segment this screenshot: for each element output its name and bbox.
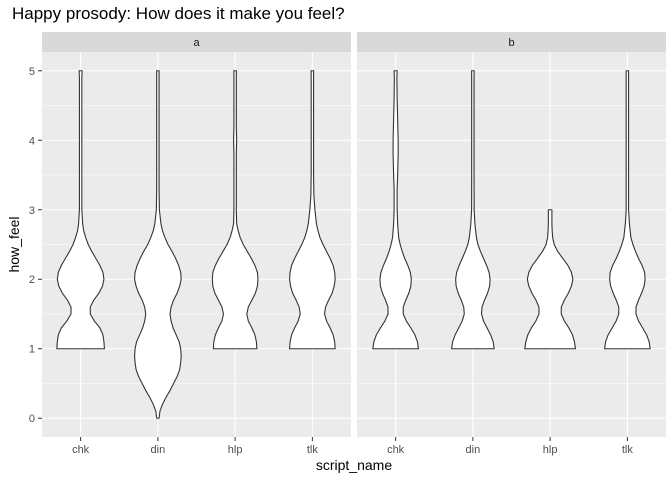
y-tick-label: 4 (29, 135, 35, 147)
chart-title: Happy prosody: How does it make you feel… (12, 4, 345, 23)
violin-b-chk (372, 70, 419, 350)
x-tick-label-tlk: tlk (307, 444, 319, 456)
y-tick-label: 0 (29, 413, 35, 425)
facet-strip-label-b: b (508, 37, 514, 49)
violin-a-tlk (289, 70, 336, 350)
y-tick-label: 5 (29, 66, 35, 78)
violin-b-tlk (604, 70, 651, 350)
facet-strip-label-a: a (193, 37, 200, 49)
x-tick-label-chk: chk (387, 444, 405, 456)
facet-strip-b (357, 32, 666, 52)
x-tick-label-chk: chk (72, 444, 90, 456)
y-tick-label: 2 (29, 274, 35, 286)
x-tick-label-din: din (466, 444, 481, 456)
x-axis-label: script_name (316, 457, 392, 473)
x-tick-label-hlp: hlp (543, 444, 558, 456)
violin-a-din (134, 70, 182, 419)
y-tick-label: 3 (29, 205, 35, 217)
violin-a-hlp (211, 70, 259, 350)
x-tick-label-din: din (151, 444, 166, 456)
y-axis-label: how_feel (6, 216, 22, 272)
violin-b-din (451, 70, 495, 350)
y-tick-label: 1 (29, 344, 35, 356)
facet-strip-a (42, 32, 351, 52)
violin-b-hlp (524, 209, 577, 350)
x-tick-label-tlk: tlk (622, 444, 634, 456)
violin-a-chk (56, 70, 105, 350)
x-tick-label-hlp: hlp (228, 444, 243, 456)
